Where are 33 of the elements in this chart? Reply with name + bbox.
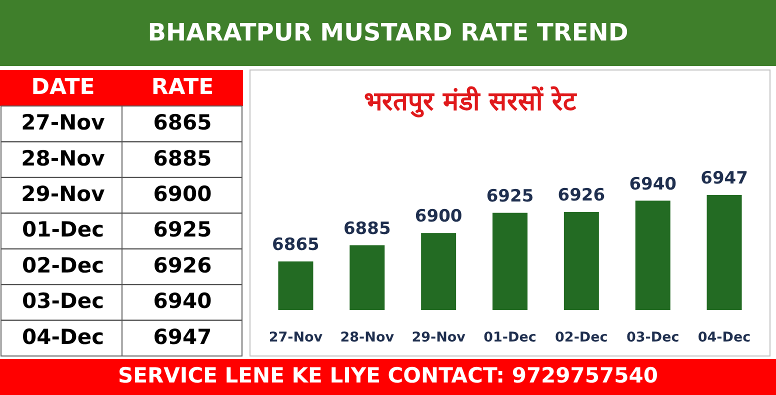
value-label: 6947 [153, 324, 212, 349]
value-label: 6900 [414, 206, 462, 227]
xtick: 29-Nov [412, 330, 466, 346]
value-label: 6940 [153, 289, 212, 314]
value-label: 6865 [272, 235, 320, 256]
value-label: 6926 [153, 253, 212, 278]
table-date: 03-Dec [22, 289, 104, 314]
table-date: 04-Dec [22, 324, 104, 349]
table-date: 28-Nov [21, 146, 105, 170]
value-label: 6925 [153, 218, 212, 242]
annotation: SERVICE LENE KE LIYE CONTACT: 9729757540 [118, 364, 658, 388]
value-label: 6926 [558, 186, 606, 206]
table-date: 29-Nov [21, 182, 105, 206]
value-label: 6885 [343, 218, 391, 239]
value-label: 6947 [700, 168, 748, 189]
value-label: 6900 [153, 182, 212, 206]
table-date: 01-Dec [22, 218, 104, 242]
value-label: 6925 [486, 186, 534, 206]
xtick: 01-Dec [484, 330, 536, 346]
annotation: RATE [151, 75, 214, 100]
xtick: 03-Dec [626, 330, 680, 346]
value-label: 6885 [153, 146, 212, 170]
table-date: 02-Dec [22, 253, 104, 278]
title: BHARATPUR MUSTARD RATE TREND [148, 18, 628, 47]
table-date: 27-Nov [21, 110, 105, 135]
value-label: 6865 [153, 110, 212, 135]
value-label: 6940 [629, 174, 677, 194]
subtitle: भरतपुर मंडी सरसों रेट [364, 87, 576, 118]
xtick: 27-Nov [268, 330, 323, 346]
annotation: DATE [31, 75, 95, 100]
xtick: 28-Nov [340, 330, 394, 346]
xtick: 02-Dec [555, 330, 608, 346]
xtick: 04-Dec [698, 330, 751, 346]
